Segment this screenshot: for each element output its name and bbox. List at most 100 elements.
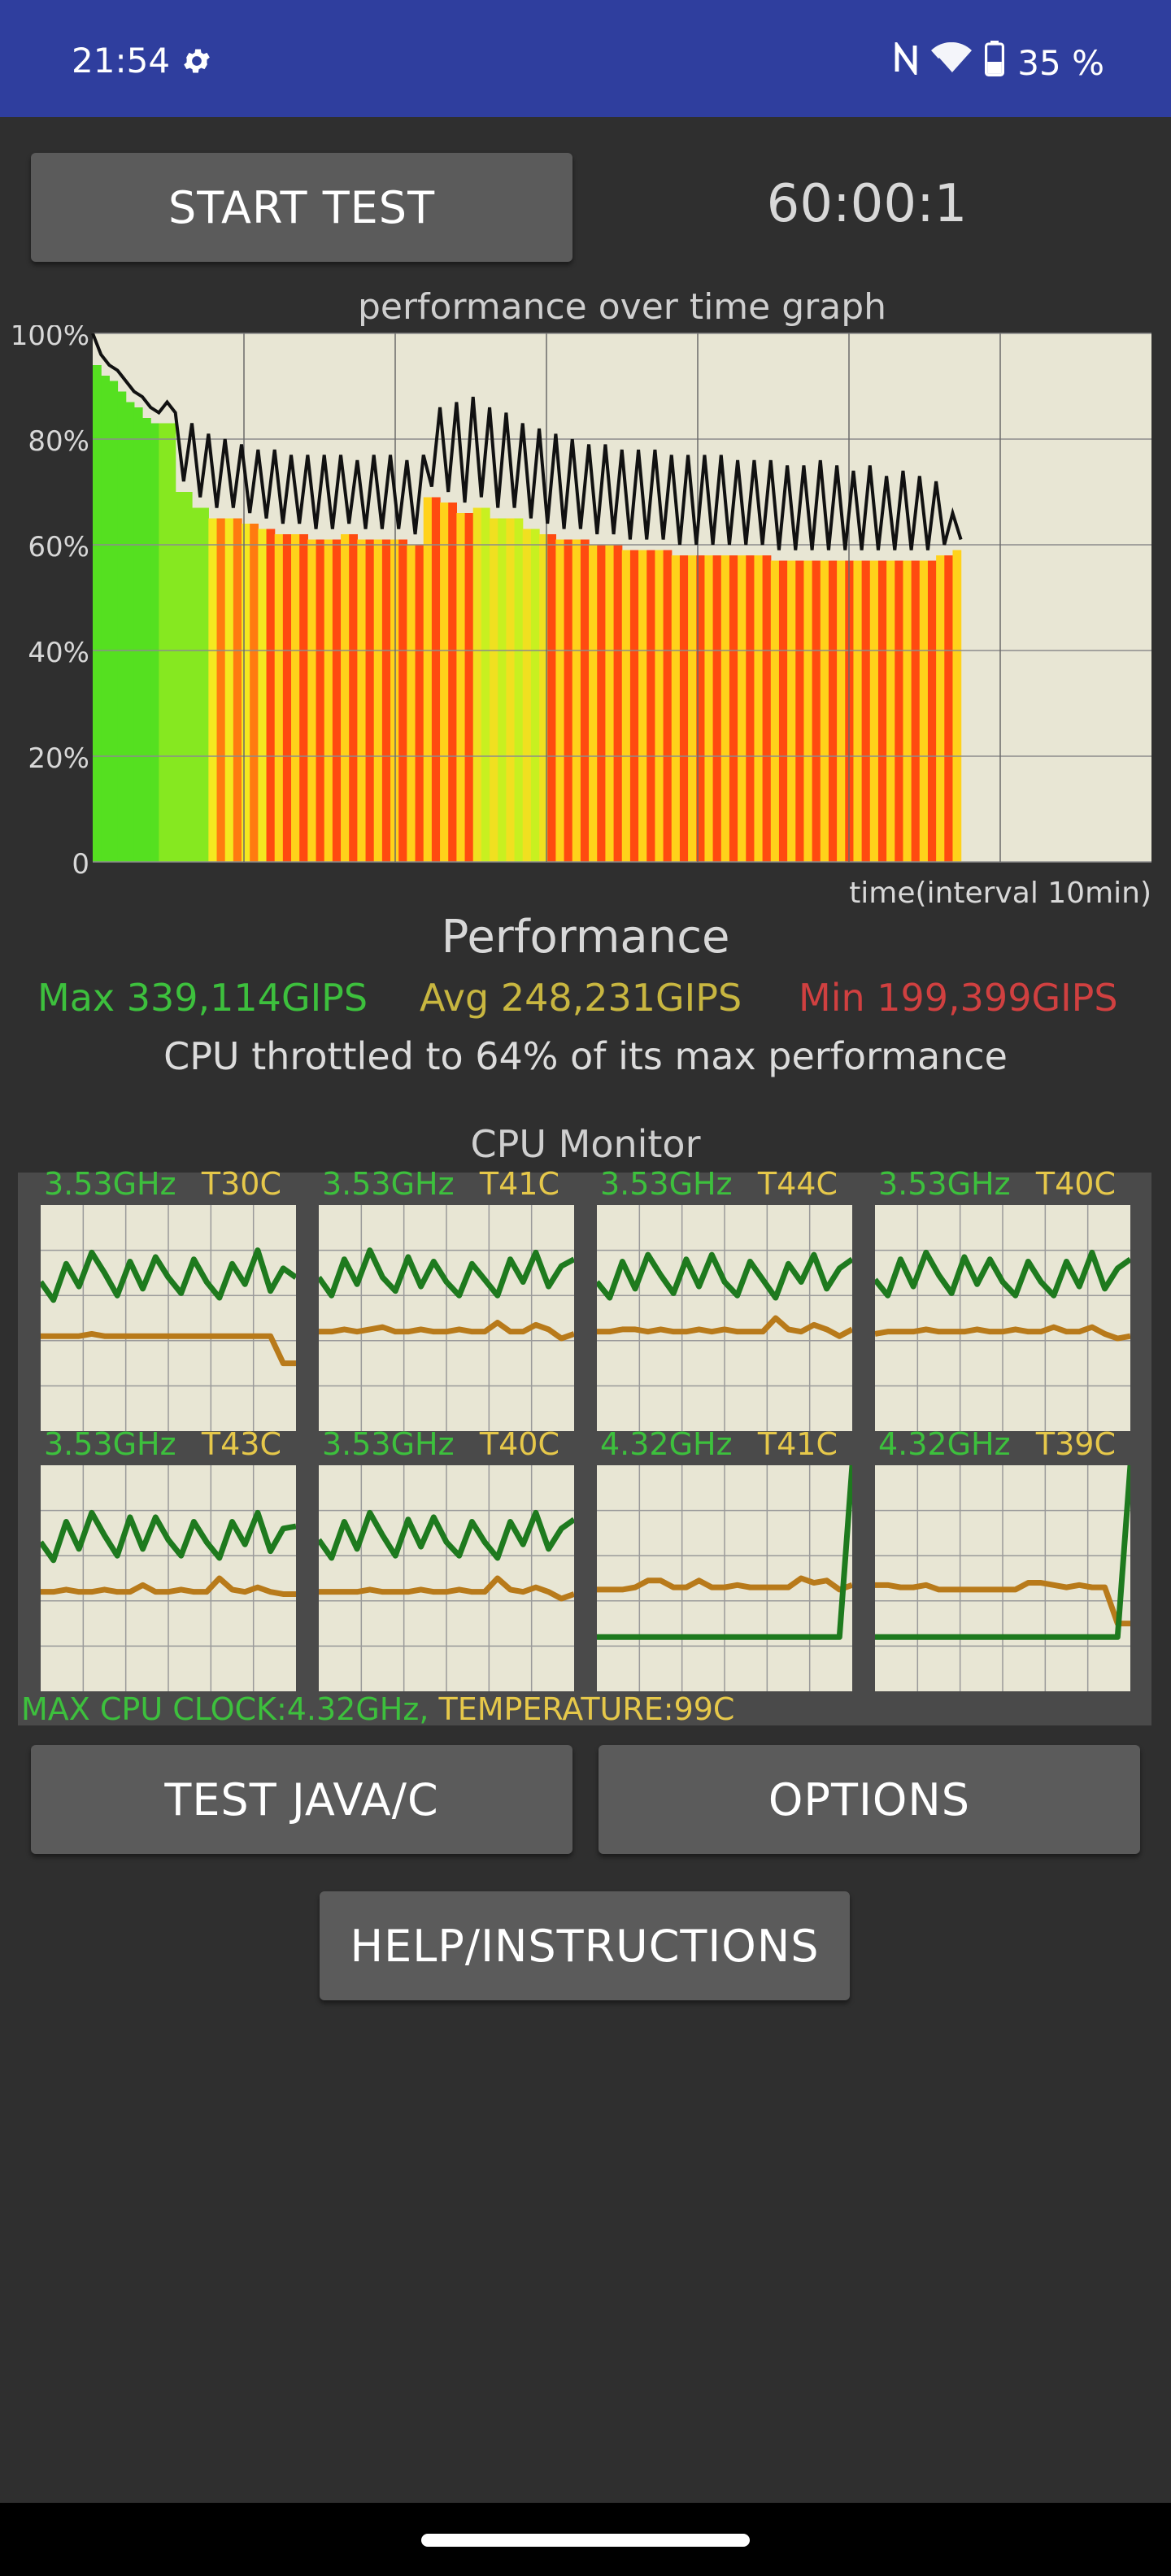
min-performance: Min 199,399GIPS [799,976,1118,1020]
max-performance: Max 339,114GIPS [37,976,368,1020]
performance-heading: Performance [441,911,730,964]
core-frequency: 4.32GHz [600,1426,733,1462]
performance-bar [952,550,962,862]
core-graph [597,1465,852,1691]
performance-bar [944,555,954,862]
core-usage-line [41,1575,296,1597]
performance-bar [481,507,490,862]
core-frequency-line [597,1465,852,1640]
performance-bar [472,507,482,862]
performance-bar [712,555,722,862]
core-frequency: 3.53GHz [878,1166,1011,1202]
performance-bar [795,560,805,862]
y-tick-label: 20% [28,742,89,775]
performance-bar [407,545,416,862]
performance-bar [299,534,308,862]
core-frequency-line [875,1465,1130,1640]
performance-bar [448,503,457,862]
performance-bar [514,518,524,862]
battery-percent: 35 % [1017,42,1104,83]
performance-bar [787,560,796,862]
core-frequency-line [597,1251,852,1301]
performance-bar [903,560,912,862]
core-graph [41,1465,296,1691]
core-graph [597,1205,852,1431]
performance-bar [133,407,143,862]
core-frequency: 3.53GHz [600,1166,733,1202]
timer: 60:00:1 [766,174,968,234]
performance-bar [555,539,565,862]
performance-bar [332,539,342,862]
performance-bar [498,518,507,862]
performance-bar [316,539,325,862]
core-graph [319,1205,574,1431]
performance-bar [770,560,780,862]
y-tick-label: 0 [72,848,89,881]
performance-bar [539,534,548,862]
core-frequency: 3.53GHz [322,1426,455,1462]
performance-bar [754,555,764,862]
core-graph [41,1205,296,1431]
start-test-button[interactable]: START TEST [31,153,572,262]
performance-bar [861,560,871,862]
performance-bar [746,555,755,862]
performance-bar [679,555,689,862]
home-gesture-handle[interactable] [421,2534,750,2547]
performance-bar [101,376,110,862]
performance-bar [183,492,193,862]
status-time: 21:54 [72,41,171,80]
core-usage-line [875,1580,1130,1627]
performance-bar [911,560,921,862]
y-tick-label: 40% [28,637,89,669]
core-temperature: T43C [201,1426,281,1462]
status-icons: 35 % [894,39,1104,85]
performance-bar [572,539,581,862]
core-frequency: 3.53GHz [44,1166,176,1202]
cpu-monitor-title: CPU Monitor [470,1122,701,1166]
wifi-icon [931,41,973,83]
performance-bar [597,545,607,862]
performance-bar [927,560,937,862]
performance-bar [93,365,102,862]
core-frequency-line [41,1247,296,1303]
nfc-icon [894,39,918,83]
performance-bar [638,550,647,862]
performance-bar [415,545,424,862]
performance-bar [837,560,846,862]
performance-bar [589,545,598,862]
core-temperature: T40C [479,1426,559,1462]
performance-bar [150,423,159,862]
performance-bar [341,534,350,862]
y-tick-label: 60% [28,531,89,564]
help-instructions-button[interactable]: HELP/INSTRUCTIONS [320,1891,850,2000]
performance-bar [886,560,895,862]
performance-bar [307,539,317,862]
options-button[interactable]: OPTIONS [599,1745,1140,1854]
performance-bar [490,518,498,862]
performance-bar [895,560,904,862]
performance-bar [282,534,292,862]
performance-bar [274,534,284,862]
performance-bar [621,550,631,862]
gear-icon [181,45,213,80]
performance-bar [423,497,433,862]
performance-bar [324,539,333,862]
max-cpu-clock: MAX CPU CLOCK:4.32GHz, [21,1691,429,1727]
performance-bar [233,518,242,862]
core-temperature: T41C [479,1166,559,1202]
performance-line [91,333,963,550]
status-bar: 21:54 35 % [0,0,1171,117]
performance-bar [159,423,168,862]
performance-bar [696,555,706,862]
avg-performance: Avg 248,231GIPS [420,976,742,1020]
performance-bar [605,545,615,862]
performance-bar [431,497,441,862]
performance-bar [175,492,185,862]
battery-icon [985,41,1005,85]
performance-bar [349,534,358,862]
core-graph [875,1465,1130,1691]
performance-bar [530,529,540,862]
test-java-c-button[interactable]: TEST JAVA/C [31,1745,572,1854]
performance-bar [250,524,259,862]
performance-bar [869,560,879,862]
